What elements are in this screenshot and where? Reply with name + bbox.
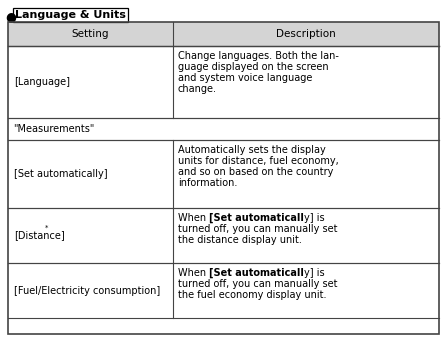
Text: [Distance]: [Distance] bbox=[14, 231, 65, 240]
Text: When: When bbox=[177, 268, 209, 278]
Text: the fuel economy display unit.: the fuel economy display unit. bbox=[177, 290, 326, 300]
Text: turned off, you can manually set: turned off, you can manually set bbox=[177, 224, 337, 234]
Text: [Set automaticall: [Set automaticall bbox=[209, 268, 304, 278]
Text: Language & Units: Language & Units bbox=[15, 10, 126, 20]
Bar bbox=[8, 22, 439, 46]
Text: guage displayed on the screen: guage displayed on the screen bbox=[177, 62, 328, 72]
Text: [Set automaticall: [Set automaticall bbox=[209, 213, 304, 223]
Text: y] is: y] is bbox=[304, 268, 325, 278]
Text: "Measurements": "Measurements" bbox=[13, 124, 94, 134]
Text: information.: information. bbox=[177, 178, 237, 188]
Text: the distance display unit.: the distance display unit. bbox=[177, 235, 302, 245]
Text: [Set automatically]: [Set automatically] bbox=[14, 169, 108, 179]
Text: and so on based on the country: and so on based on the country bbox=[177, 167, 333, 177]
Text: y] is: y] is bbox=[304, 213, 325, 223]
Text: ●: ● bbox=[5, 10, 16, 23]
Text: units for distance, fuel economy,: units for distance, fuel economy, bbox=[177, 156, 338, 166]
Text: When: When bbox=[177, 213, 209, 223]
Text: and system voice language: and system voice language bbox=[177, 73, 312, 83]
Text: Description: Description bbox=[276, 29, 336, 39]
Text: Change languages. Both the lan-: Change languages. Both the lan- bbox=[177, 51, 338, 61]
Text: *: * bbox=[45, 224, 48, 230]
Text: Automatically sets the display: Automatically sets the display bbox=[177, 145, 325, 155]
Text: Setting: Setting bbox=[72, 29, 109, 39]
Text: [Language]: [Language] bbox=[14, 77, 70, 87]
Text: turned off, you can manually set: turned off, you can manually set bbox=[177, 279, 337, 289]
Text: [Fuel/Electricity consumption]: [Fuel/Electricity consumption] bbox=[14, 285, 160, 296]
Text: change.: change. bbox=[177, 84, 217, 93]
